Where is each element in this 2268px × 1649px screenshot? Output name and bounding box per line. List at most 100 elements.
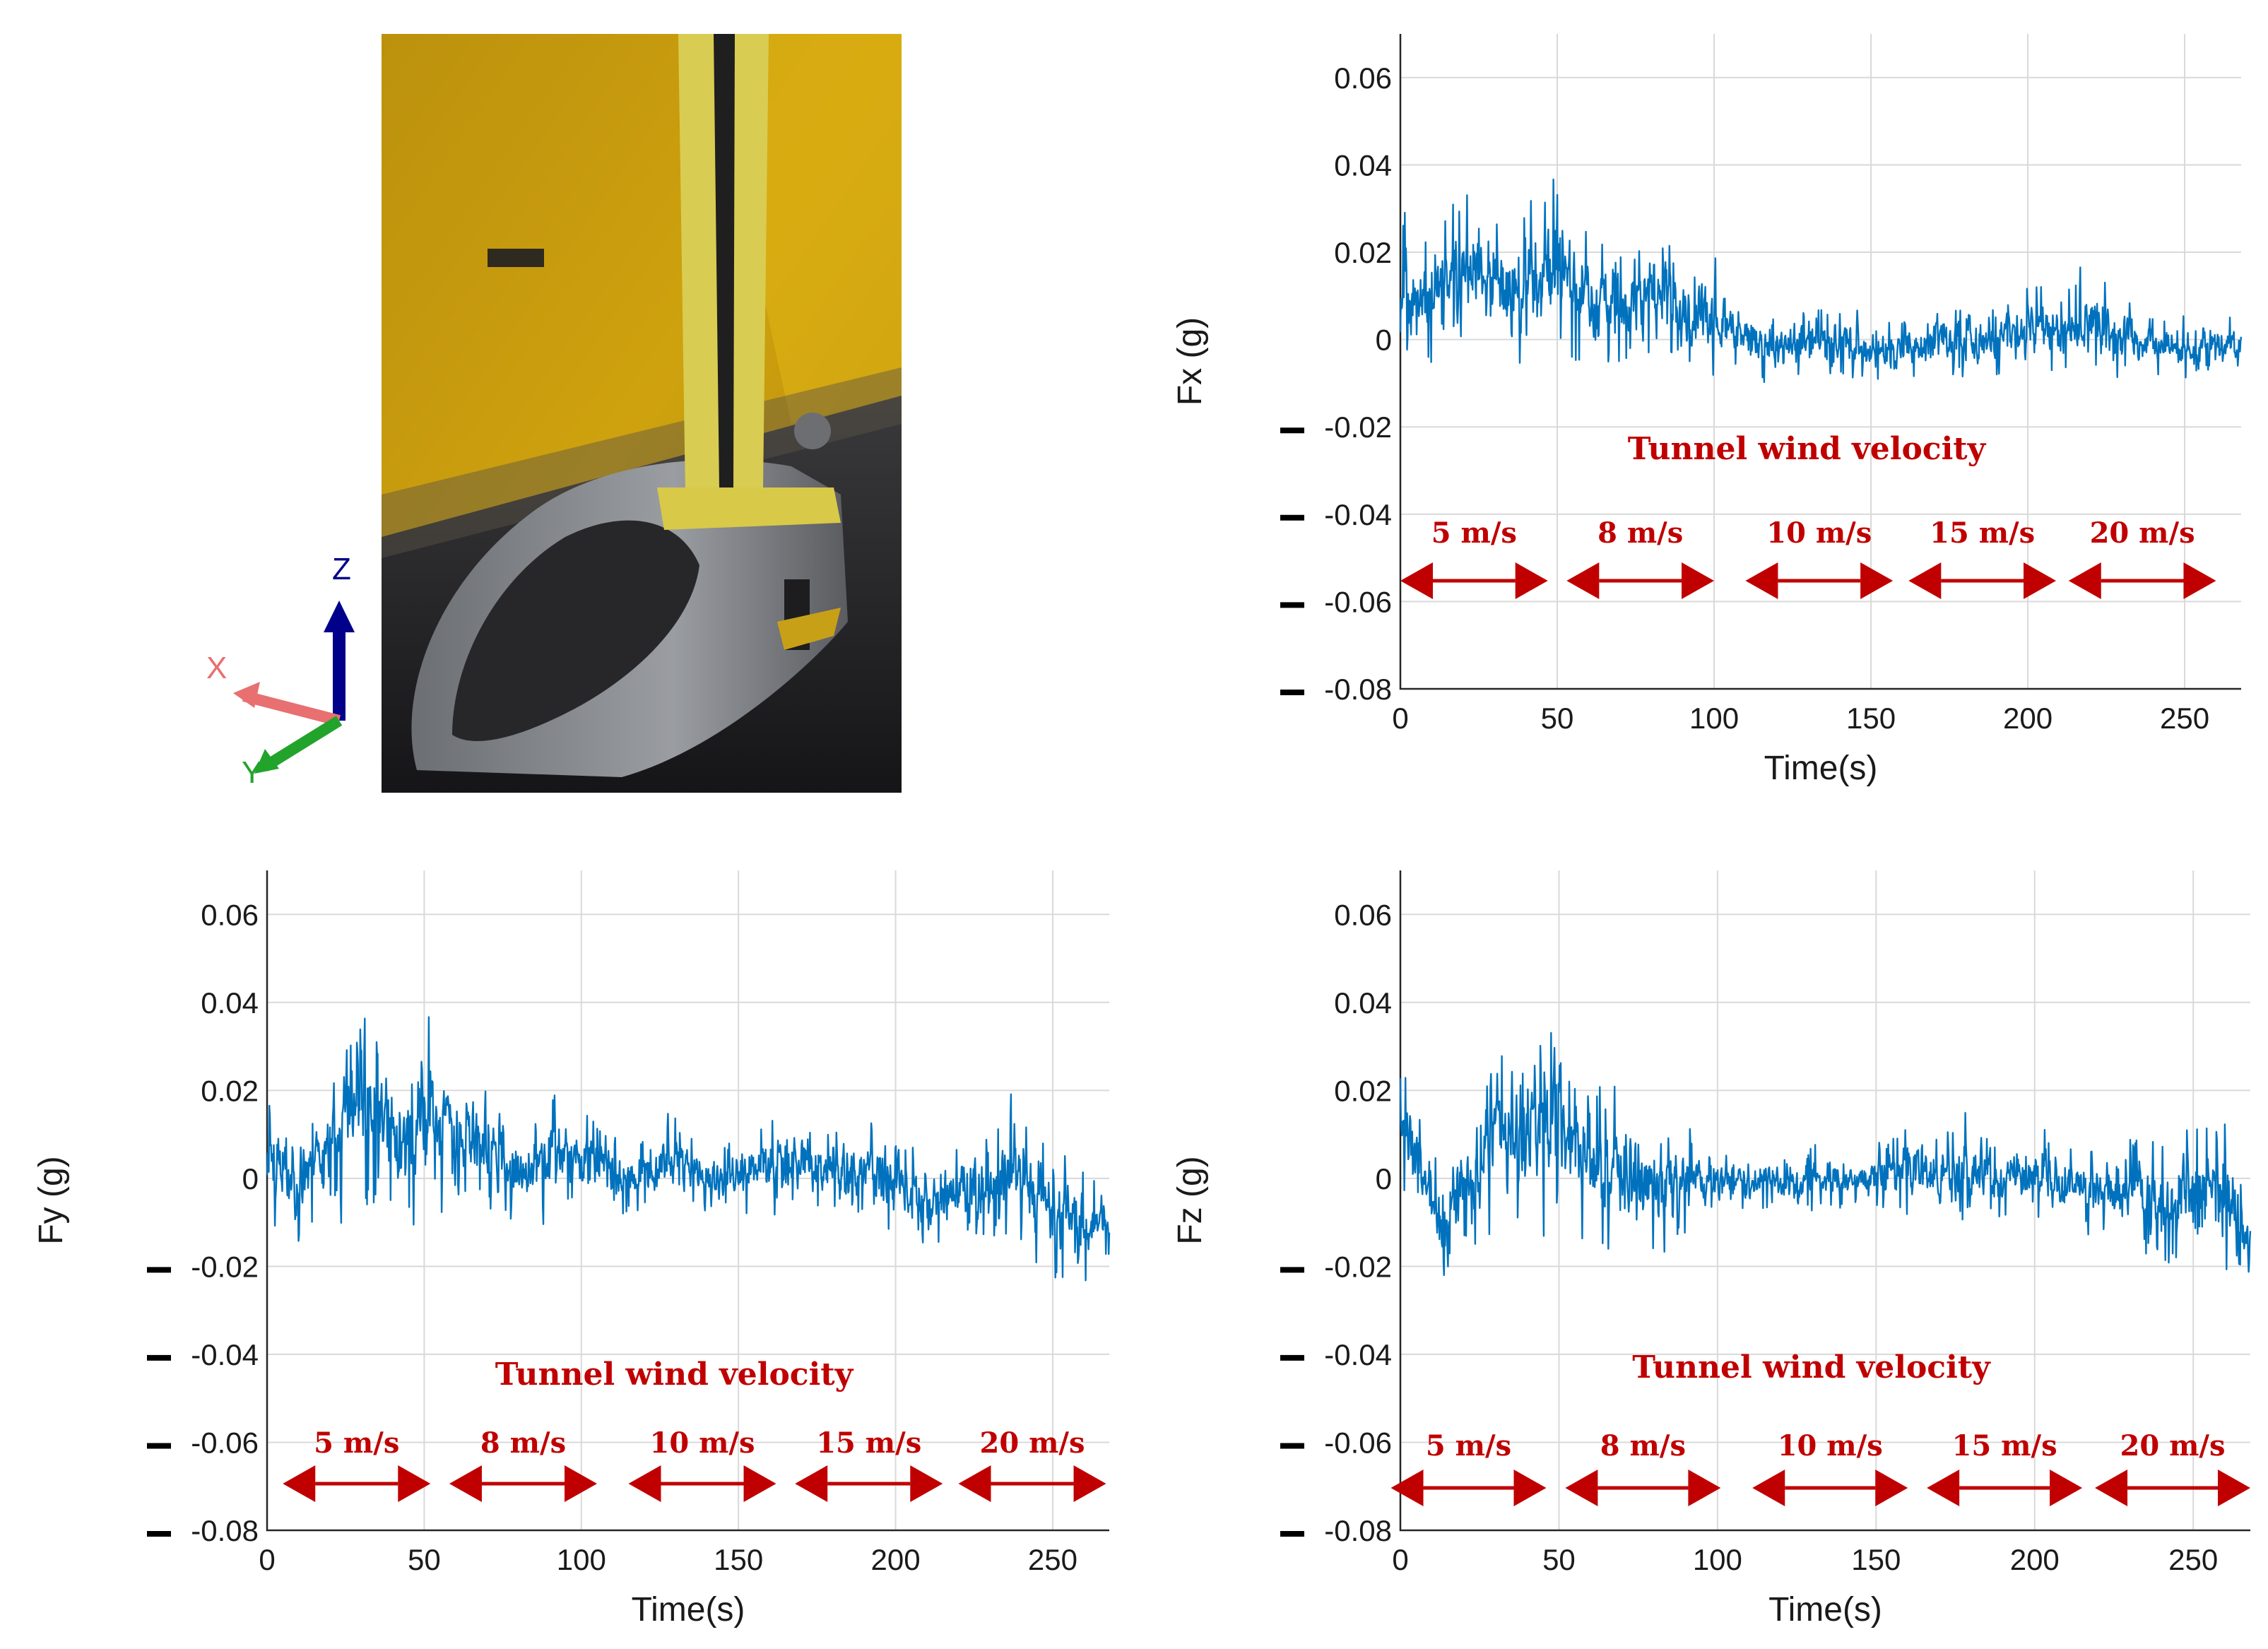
speed-arrow-head-right: [398, 1465, 431, 1502]
x-tick-label: 0: [1392, 702, 1408, 735]
speed-label: 8 m/s: [480, 1426, 566, 1460]
x-tick-label: 250: [2160, 702, 2209, 735]
speed-arrow-head-right: [1515, 562, 1548, 599]
speed-arrow-head-left: [628, 1465, 661, 1502]
triad-y-label: Y: [242, 755, 262, 790]
chart-fy: 0 50 100 150 200 250 0.06 0.04 0.02 0 -0.02 -0.04 -0…: [33, 870, 1111, 1629]
x-tick-label: 0: [1392, 1543, 1408, 1576]
y-tick-label: 0: [1376, 1162, 1392, 1195]
speed-arrow-head-right: [1073, 1465, 1106, 1502]
y-tick-label: 0.06: [201, 898, 259, 931]
speed-label: 20 m/s: [2120, 1429, 2226, 1462]
y-tick-label: 0.06: [1334, 61, 1392, 95]
x-tick-label: 200: [2003, 702, 2053, 735]
speed-label: 20 m/s: [980, 1426, 1085, 1460]
y-tick-label: 0.02: [201, 1074, 259, 1107]
speed-arrow-head-left: [2095, 1470, 2128, 1506]
x-tick-label: 100: [1689, 702, 1739, 735]
y-axis-label: Fy (g): [33, 1156, 70, 1244]
speed-label: 5 m/s: [1426, 1429, 1511, 1462]
y-tick-label: 0.02: [1334, 236, 1392, 269]
chart-fz: 0 50 100 150 200 250 0.06 0.04 0.02 0 -0.02 -0.04 -0…: [1171, 870, 2252, 1629]
x-tick-label: 0: [259, 1543, 275, 1576]
speed-arrow-head-left: [958, 1465, 991, 1502]
y-tick-label: 0.02: [1334, 1074, 1392, 1107]
speed-arrow-head-left: [1390, 1470, 1424, 1506]
x-axis-label: Time(s): [632, 1591, 745, 1629]
speed-label: 20 m/s: [2090, 516, 2195, 550]
y-tick-label: -0.08: [1324, 673, 1392, 706]
y-tick-label: -0.04: [1324, 498, 1392, 531]
series-line-fz: [1399, 1032, 2252, 1277]
annotation-title: Tunnel wind velocity: [495, 1357, 854, 1393]
x-axis-label: Time(s): [1764, 750, 1878, 787]
annotation-title: Tunnel wind velocity: [1632, 1349, 1991, 1385]
y-tick-label: -0.04: [191, 1338, 259, 1371]
speed-arrow-head-left: [1752, 1470, 1785, 1506]
y-tick-label: -0.02: [1324, 1250, 1392, 1283]
speed-label: 10 m/s: [1778, 1429, 1883, 1462]
x-tick-label: 100: [557, 1543, 606, 1576]
coordinate-triad-icon: Z X Y: [206, 552, 355, 790]
speed-arrow-head-left: [1908, 562, 1942, 599]
chart-fx: 0 50 100 150 200 250 0.06 0.04 0.02 0 -0.02 -0.04 -0…: [1171, 34, 2243, 787]
triad-x-label: X: [206, 651, 227, 685]
x-tick-label: 50: [1542, 1543, 1576, 1576]
speed-label: 15 m/s: [1930, 516, 2035, 550]
x-tick-label: 200: [871, 1543, 921, 1576]
y-tick-label: -0.04: [1324, 1338, 1392, 1371]
speed-arrow-head-right: [2024, 562, 2057, 599]
speed-arrow-head-left: [795, 1465, 828, 1502]
y-tick-label: -0.08: [1324, 1514, 1392, 1547]
y-axis-label: Fx (g): [1171, 317, 1209, 406]
x-tick-label: 100: [1693, 1543, 1742, 1576]
wind-tunnel-photo: [382, 34, 902, 793]
speed-arrow-head-right: [2050, 1470, 2083, 1506]
series-line-fy: [266, 1016, 1111, 1282]
speed-arrow-head-left: [449, 1465, 482, 1502]
speed-label: 5 m/s: [1431, 516, 1517, 550]
x-tick-label: 200: [2010, 1543, 2060, 1576]
y-tick-label: -0.06: [1324, 1426, 1392, 1459]
speed-label: 5 m/s: [314, 1426, 399, 1460]
x-tick-label: 250: [2168, 1543, 2218, 1576]
speed-arrow-head-right: [2218, 1470, 2250, 1506]
x-tick-label: 150: [1851, 1543, 1901, 1576]
speed-arrow-head-left: [1400, 562, 1433, 599]
x-tick-label: 150: [714, 1543, 763, 1576]
speed-label: 10 m/s: [649, 1426, 755, 1460]
y-tick-label: -0.02: [191, 1250, 259, 1283]
speed-arrow-head-right: [1688, 1470, 1721, 1506]
y-tick-label: 0.04: [201, 986, 259, 1019]
speed-label: 8 m/s: [1600, 1429, 1686, 1462]
speed-label: 15 m/s: [1952, 1429, 2057, 1462]
speed-arrow-head-right: [1875, 1470, 1908, 1506]
axis-lines: [266, 870, 1109, 1532]
speed-arrow-head-right: [743, 1465, 776, 1502]
axis-lines: [1399, 34, 2241, 690]
speed-arrow-head-right: [1682, 562, 1715, 599]
y-tick-label: -0.06: [1324, 585, 1392, 618]
speed-arrow-head-left: [283, 1465, 316, 1502]
y-tick-label: 0.06: [1334, 898, 1392, 931]
y-tick-label: 0: [1376, 324, 1392, 357]
y-tick-label: -0.06: [191, 1426, 259, 1459]
y-tick-label: 0: [242, 1162, 259, 1195]
y-tick-label: -0.02: [1324, 410, 1392, 444]
speed-arrow-head-right: [1860, 562, 1894, 599]
y-axis-label: Fz (g): [1171, 1156, 1209, 1244]
speed-arrow-head-left: [1565, 1470, 1598, 1506]
series-line-fx: [1399, 178, 2243, 384]
x-tick-label: 50: [1541, 702, 1574, 735]
speed-arrow-head-right: [910, 1465, 943, 1502]
speed-arrow-head-left: [2068, 562, 2101, 599]
y-tick-label: -0.08: [191, 1514, 259, 1547]
y-tick-label: 0.04: [1334, 148, 1392, 182]
x-tick-label: 150: [1846, 702, 1896, 735]
speed-arrow-head-left: [1927, 1470, 1960, 1506]
x-axis-label: Time(s): [1768, 1591, 1882, 1629]
x-tick-label: 250: [1028, 1543, 1077, 1576]
y-tick-label: 0.04: [1334, 986, 1392, 1019]
annotation-title: Tunnel wind velocity: [1628, 431, 1987, 467]
